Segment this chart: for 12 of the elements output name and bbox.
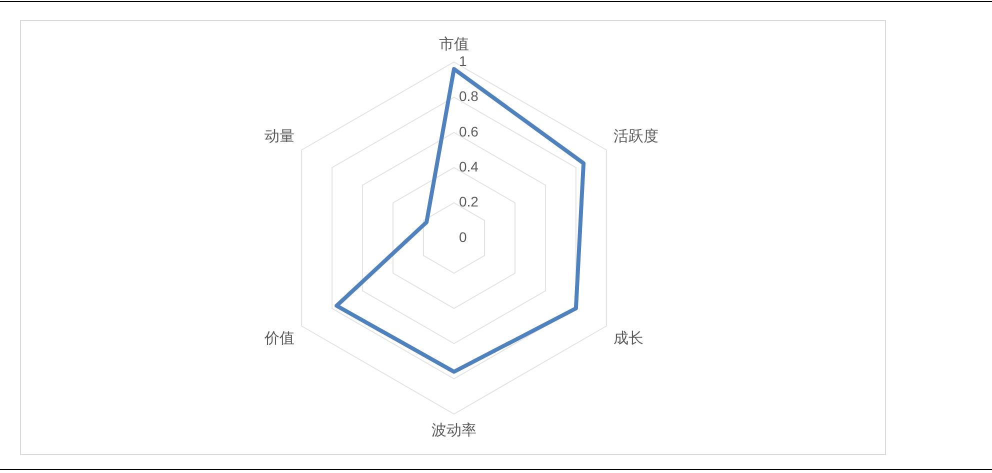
y-tick-label: 0.4 — [459, 158, 479, 174]
spoke-label: 市值 — [439, 34, 469, 53]
y-tick-label: 0 — [459, 228, 467, 245]
y-tick-label: 0.8 — [459, 88, 479, 104]
spoke-label: 价值 — [264, 328, 295, 347]
spoke-label: 活跃度 — [613, 126, 658, 145]
y-tick-label: 0.2 — [459, 194, 479, 210]
spoke-label: 成长 — [613, 328, 644, 347]
spoke-label: 波动率 — [432, 420, 476, 439]
y-tick-label: 1 — [459, 52, 467, 69]
spoke-label: 动量 — [264, 126, 295, 145]
y-tick-label: 0.6 — [459, 123, 479, 140]
